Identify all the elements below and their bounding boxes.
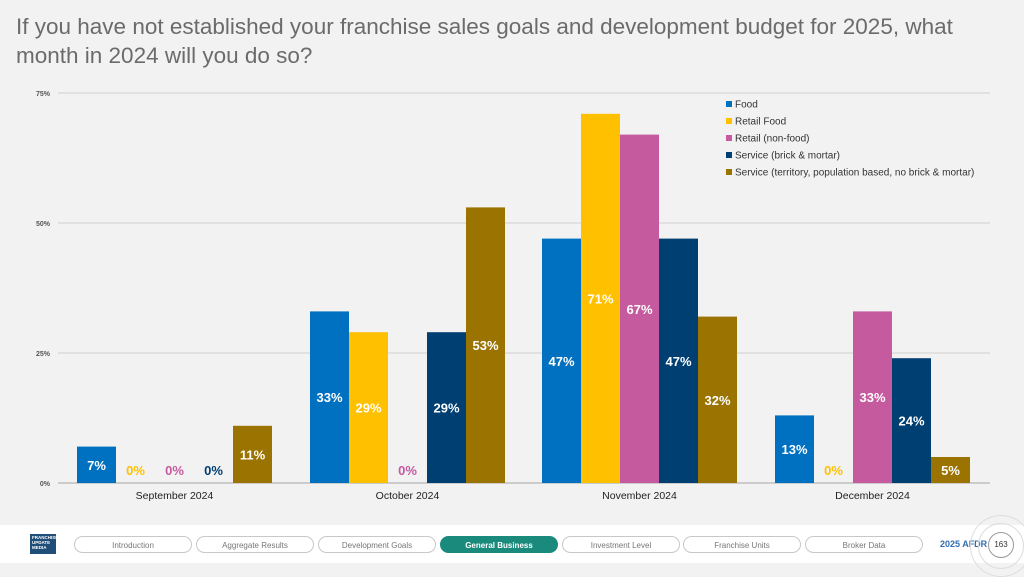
bar [427, 332, 466, 483]
bar [349, 332, 388, 483]
page-number: 163 [988, 532, 1014, 558]
footer-nav-bar: FRANCHISE UPDATE MEDIA Introduction Aggrega… [0, 515, 1024, 577]
data-label: 67% [626, 302, 652, 317]
bar-chart: 0% 25% 50% 75% 7% 0% 0% 0% 11% 33% 29% 0% 29% 53% 47%… [36, 91, 990, 502]
data-label: 33% [859, 390, 885, 405]
legend-swatch [726, 101, 732, 107]
data-label: 53% [472, 338, 498, 353]
data-label: 29% [355, 401, 381, 416]
data-label: 0% [204, 463, 223, 478]
franchise-update-media-logo: FRANCHISE UPDATE MEDIA [30, 534, 58, 554]
legend-label: Retail (non-food) [735, 134, 809, 145]
y-tick-label: 50% [36, 221, 51, 228]
data-label: 0% [824, 463, 843, 478]
legend-swatch [726, 169, 732, 175]
bar [892, 358, 931, 483]
data-label: 5% [941, 463, 960, 478]
data-label: 47% [548, 354, 574, 369]
x-tick-label: October 2024 [376, 490, 440, 502]
bar [77, 446, 116, 483]
x-tick-label: November 2024 [602, 490, 677, 502]
data-label: 24% [898, 414, 924, 429]
bar [466, 207, 505, 483]
bar [775, 415, 814, 483]
data-label: 47% [665, 354, 691, 369]
legend-swatch [726, 135, 732, 141]
nav-tab-investment-level[interactable]: Investment Level [562, 536, 680, 553]
data-label: 32% [704, 393, 730, 408]
data-label: 0% [126, 463, 145, 478]
bar [542, 238, 581, 483]
x-tick-label: September 2024 [136, 490, 214, 502]
bar [233, 425, 272, 483]
bar [698, 316, 737, 483]
legend-swatch [726, 152, 732, 158]
bar [310, 311, 349, 483]
y-tick-label: 25% [36, 351, 51, 358]
bar [620, 134, 659, 483]
legend: Food Retail Food Retail (non-food) Service … [726, 100, 974, 179]
bars: 7% 0% 0% 0% 11% 33% 29% 0% 29% 53% 47% 71% 67% 47% 32%… [77, 113, 970, 484]
nav-tab-introduction[interactable]: Introduction [74, 536, 192, 553]
bar [581, 113, 620, 484]
nav-tab-aggregate-results[interactable]: Aggregate Results [196, 536, 314, 553]
x-axis-labels: September 2024 October 2024 November 2024 D… [136, 490, 910, 502]
data-label: 33% [316, 390, 342, 405]
data-label: 29% [433, 401, 459, 416]
nav-tab-development-goals[interactable]: Development Goals [318, 536, 436, 553]
y-tick-label: 0% [40, 481, 51, 488]
legend-swatch [726, 118, 732, 124]
bar [853, 311, 892, 483]
legend-label: Retail Food [735, 117, 786, 128]
data-label: 71% [587, 291, 613, 306]
nav-tab-broker-data[interactable]: Broker Data [805, 536, 923, 553]
page-title: If you have not established your franchi… [16, 14, 953, 68]
legend-label: Service (brick & mortar) [735, 151, 840, 162]
legend-label: Food [735, 100, 758, 111]
report-brand: 2025 AFDR [940, 539, 988, 549]
nav-tab-general-business[interactable]: General Business [440, 536, 558, 553]
y-axis-ticks: 0% 25% 50% 75% [36, 91, 51, 488]
y-tick-label: 75% [36, 91, 51, 98]
legend-label: Service (territory, population based, no… [735, 168, 974, 179]
data-label: 7% [87, 458, 106, 473]
x-tick-label: December 2024 [835, 490, 910, 502]
bar [659, 238, 698, 483]
data-label: 0% [165, 463, 184, 478]
gridlines [58, 92, 990, 484]
nav-tab-franchise-units[interactable]: Franchise Units [683, 536, 801, 553]
data-label: 11% [240, 447, 266, 462]
data-label: 0% [398, 463, 417, 478]
data-label: 13% [781, 442, 807, 457]
bar [931, 457, 970, 483]
